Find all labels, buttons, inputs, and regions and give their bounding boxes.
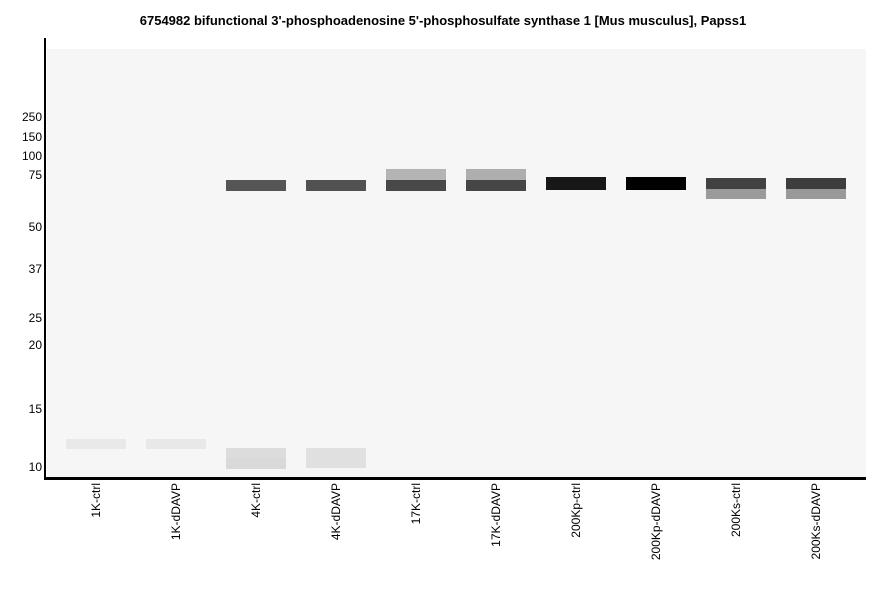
mw-label-50: 50 xyxy=(28,220,42,234)
band-4K-dDAVP-11kda xyxy=(306,448,366,468)
mw-label-250: 250 xyxy=(21,110,42,124)
mw-label-15: 15 xyxy=(28,402,42,416)
x-axis-line xyxy=(44,477,866,480)
lane-label-4K-ctrl: 4K-ctrl xyxy=(249,483,263,518)
lane-label-1K-ctrl: 1K-ctrl xyxy=(89,483,103,518)
mw-label-150: 150 xyxy=(21,130,42,144)
plot-area xyxy=(47,49,866,477)
band-200Ks-ctrl-71kda xyxy=(706,178,766,189)
band-1K-dDAVP-12kda xyxy=(146,439,206,449)
lane-label-200Kp-dDAVP: 200Kp-dDAVP xyxy=(649,483,663,561)
lane-label-1K-dDAVP: 1K-dDAVP xyxy=(169,483,183,541)
band-200Ks-dDAVP-65kda xyxy=(786,189,846,199)
mw-label-25: 25 xyxy=(28,311,42,325)
mw-label-75: 75 xyxy=(28,168,42,182)
band-17K-ctrl-70kda xyxy=(386,180,446,191)
band-4K-dDAVP-70kda xyxy=(306,180,366,191)
mw-label-37: 37 xyxy=(28,262,42,276)
mw-label-100: 100 xyxy=(21,149,42,163)
band-200Ks-dDAVP-71kda xyxy=(786,178,846,189)
band-200Kp-ctrl-71kda xyxy=(546,177,606,190)
band-17K-ctrl-78kda xyxy=(386,169,446,180)
band-17K-dDAVP-78kda xyxy=(466,169,526,180)
band-17K-dDAVP-70kda xyxy=(466,180,526,191)
lane-label-200Ks-dDAVP: 200Ks-dDAVP xyxy=(809,483,823,560)
lane-label-17K-ctrl: 17K-ctrl xyxy=(409,483,423,525)
band-4K-ctrl-11.5kda xyxy=(226,448,286,458)
band-1K-ctrl-12kda xyxy=(66,439,126,449)
lane-label-4K-dDAVP: 4K-dDAVP xyxy=(329,483,343,541)
band-200Ks-ctrl-65kda xyxy=(706,189,766,199)
band-4K-ctrl-11kda xyxy=(226,458,286,469)
mw-label-20: 20 xyxy=(28,338,42,352)
band-200Kp-dDAVP-71kda xyxy=(626,177,686,190)
y-axis-line xyxy=(44,38,46,480)
lane-label-200Kp-ctrl: 200Kp-ctrl xyxy=(569,483,583,538)
figure-title: 6754982 bifunctional 3'-phosphoadenosine… xyxy=(139,13,747,28)
mw-label-10: 10 xyxy=(28,460,42,474)
band-4K-ctrl-70kda xyxy=(226,180,286,191)
lane-label-17K-dDAVP: 17K-dDAVP xyxy=(489,483,503,547)
lane-label-200Ks-ctrl: 200Ks-ctrl xyxy=(729,483,743,538)
